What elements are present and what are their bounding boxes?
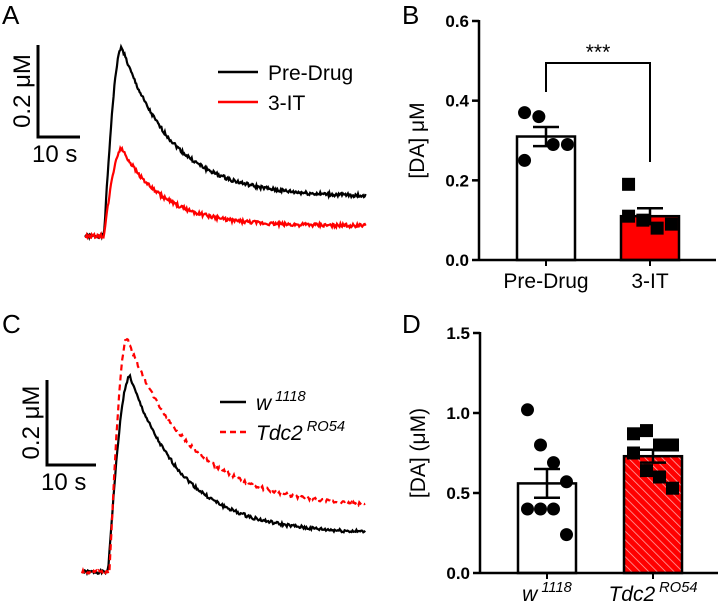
panel-label-b: B <box>402 0 419 30</box>
x-tick-label: Tdc2 RO54 <box>608 580 697 606</box>
x-tick-label: w 1118 <box>522 580 572 606</box>
y-tick-label: 0.0 <box>445 251 469 270</box>
y-axis-label: [DA] μM <box>406 102 429 178</box>
significance-bracket <box>545 62 651 162</box>
panel-c-traces: w 1118 Tdc2 RO54 0.2 μM 10 s <box>18 337 367 577</box>
data-point <box>666 438 679 452</box>
data-point <box>547 502 560 516</box>
scale-bar-x-label: 10 s <box>32 141 77 168</box>
y-axis-label: [DA] (μM) <box>407 408 430 498</box>
panel-a-traces: Pre-Drug 3-IT 0.2 μM 10 s <box>9 43 367 242</box>
data-point <box>518 153 532 167</box>
data-point <box>664 217 678 231</box>
data-point <box>546 137 560 151</box>
x-tick-label: 3-IT <box>631 270 669 293</box>
legend-label: Tdc2 RO54 <box>256 419 345 445</box>
y-tick-label: 0.2 <box>445 171 469 190</box>
data-point <box>627 446 640 460</box>
data-point <box>622 209 636 223</box>
data-point <box>560 475 573 489</box>
data-point <box>627 427 640 441</box>
data-point <box>518 106 532 120</box>
data-point <box>622 177 636 191</box>
data-point <box>653 470 666 484</box>
x-tick-label: Pre-Drug <box>503 270 588 293</box>
data-point <box>521 502 534 516</box>
data-point <box>532 110 546 124</box>
y-tick-label: 0.6 <box>445 12 469 31</box>
data-point <box>666 481 679 495</box>
trace-w <box>81 372 367 577</box>
y-tick-label: 0.4 <box>445 92 469 111</box>
data-point <box>560 528 573 542</box>
data-point <box>560 137 574 151</box>
trace-3-it <box>84 145 367 241</box>
panel-d-bar-chart: w 1118 Tdc2 RO54 0.0 0.5 1.0 1.5 [DA] (μM) <box>407 324 718 606</box>
scale-bar-y-label: 0.2 μM <box>18 386 45 460</box>
significance-label: *** <box>586 41 611 64</box>
data-point <box>653 438 666 452</box>
y-tick-label: 0.5 <box>446 484 470 503</box>
trace-tdc2 <box>80 337 366 576</box>
panel-label-c: C <box>2 309 21 339</box>
y-tick-label: 0.0 <box>446 564 470 583</box>
legend-label: 3-IT <box>268 92 306 115</box>
data-point <box>640 424 653 438</box>
scale-bar-x-label: 10 s <box>41 469 86 496</box>
panel-b-bar-chart: Pre-Drug 3-IT 0.0 0.2 0.4 0.6 [DA] μM *** <box>406 12 716 293</box>
legend-label: w 1118 <box>256 389 306 415</box>
trace-pre-drug <box>84 43 367 242</box>
panel-label-a: A <box>2 0 20 30</box>
legend-label: Pre-Drug <box>268 62 353 85</box>
panel-label-d: D <box>402 309 421 339</box>
data-point <box>521 403 534 417</box>
y-tick-label: 1.0 <box>446 404 470 423</box>
data-point <box>547 456 560 470</box>
scale-bar-y-label: 0.2 μM <box>9 54 36 128</box>
data-point <box>534 438 547 452</box>
data-point <box>534 502 547 516</box>
data-point <box>640 464 653 478</box>
data-point <box>650 221 664 235</box>
data-point <box>636 213 650 227</box>
y-tick-label: 1.5 <box>446 324 470 343</box>
